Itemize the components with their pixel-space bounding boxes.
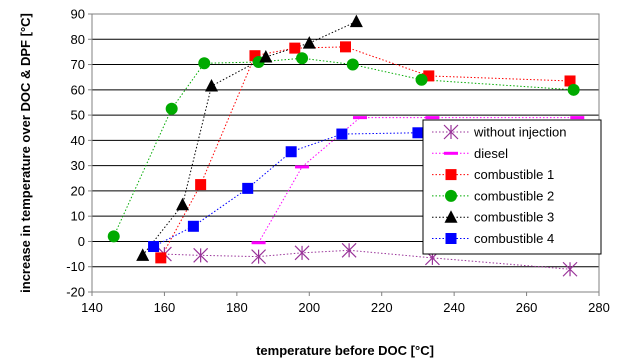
data-point <box>562 261 578 277</box>
data-point <box>176 197 190 211</box>
data-point <box>295 165 310 169</box>
data-point <box>352 116 367 120</box>
x-tick-label: 280 <box>588 300 610 315</box>
data-point <box>336 128 348 140</box>
data-point <box>340 41 351 53</box>
data-point <box>165 102 178 115</box>
data-point <box>251 249 267 265</box>
data-point <box>251 241 266 245</box>
y-axis-title: increase in temperature over DOC & DPF [… <box>18 13 33 293</box>
y-tick-label: 90 <box>71 7 85 22</box>
data-point <box>242 182 254 194</box>
y-axis-ticks: -20 -10 0 10 20 30 40 50 60 70 80 90 <box>66 7 92 300</box>
y-tick-label: 60 <box>71 82 85 97</box>
legend: without injection diesel combustible 1 comb… <box>422 119 602 255</box>
legend-label: combustible 4 <box>474 231 554 246</box>
data-point <box>148 241 160 253</box>
data-point <box>415 73 428 86</box>
data-point <box>195 179 207 191</box>
data-point <box>349 14 363 28</box>
data-point <box>193 247 209 263</box>
x-tick-label: 140 <box>81 300 103 315</box>
x-tick-label: 200 <box>298 300 320 315</box>
data-point <box>205 79 219 92</box>
data-point <box>294 245 310 261</box>
data-point <box>567 83 580 96</box>
legend-marker <box>445 233 457 244</box>
legend-marker <box>445 169 457 181</box>
series-markers <box>107 14 585 277</box>
series-line-1 <box>258 117 578 243</box>
legend-marker <box>444 151 458 155</box>
data-point <box>570 116 585 120</box>
data-point <box>198 57 211 70</box>
series-line-4 <box>142 21 357 256</box>
data-point <box>423 70 435 82</box>
legend-marker <box>443 124 459 140</box>
y-tick-label: 40 <box>71 133 85 148</box>
y-tick-label: 0 <box>78 234 85 249</box>
data-point <box>302 36 316 49</box>
y-tick-label: 30 <box>71 158 85 173</box>
x-tick-label: 180 <box>226 300 248 315</box>
data-point <box>412 127 424 139</box>
data-point <box>564 75 576 87</box>
data-point <box>346 58 359 71</box>
data-point <box>136 248 150 261</box>
y-tick-label: 10 <box>71 209 85 224</box>
legend-label: diesel <box>474 146 508 161</box>
grid-lines <box>92 38 599 268</box>
data-point <box>107 230 120 243</box>
legend-label: combustible 1 <box>474 167 554 182</box>
x-tick-label: 160 <box>154 300 176 315</box>
data-point <box>425 116 440 120</box>
y-tick-label: -10 <box>66 259 85 274</box>
y-tick-label: 80 <box>71 32 85 47</box>
x-axis-ticks: 140 160 180 200 220 240 260 280 <box>81 292 610 315</box>
y-tick-label: 20 <box>71 183 85 198</box>
legend-marker <box>444 210 458 223</box>
x-tick-label: 240 <box>443 300 465 315</box>
legend-label: without injection <box>473 125 567 140</box>
data-point <box>341 242 357 258</box>
legend-label: combustible 2 <box>474 188 554 203</box>
y-tick-label: 50 <box>71 108 85 123</box>
y-tick-label: -20 <box>66 285 85 300</box>
legend-marker <box>445 189 457 202</box>
legend-label: combustible 3 <box>474 210 554 225</box>
data-point <box>259 49 273 63</box>
data-point <box>187 220 199 232</box>
data-point <box>285 146 297 158</box>
y-tick-label: 70 <box>71 57 85 72</box>
data-point <box>289 42 301 54</box>
legend-box <box>422 119 602 255</box>
data-point <box>155 252 167 264</box>
series-line-3 <box>113 57 574 237</box>
data-point <box>296 52 309 65</box>
x-axis-title: temperature before DOC [°C] <box>256 343 434 358</box>
x-tick-label: 220 <box>371 300 393 315</box>
x-tick-label: 260 <box>516 300 538 315</box>
data-point <box>249 50 261 62</box>
